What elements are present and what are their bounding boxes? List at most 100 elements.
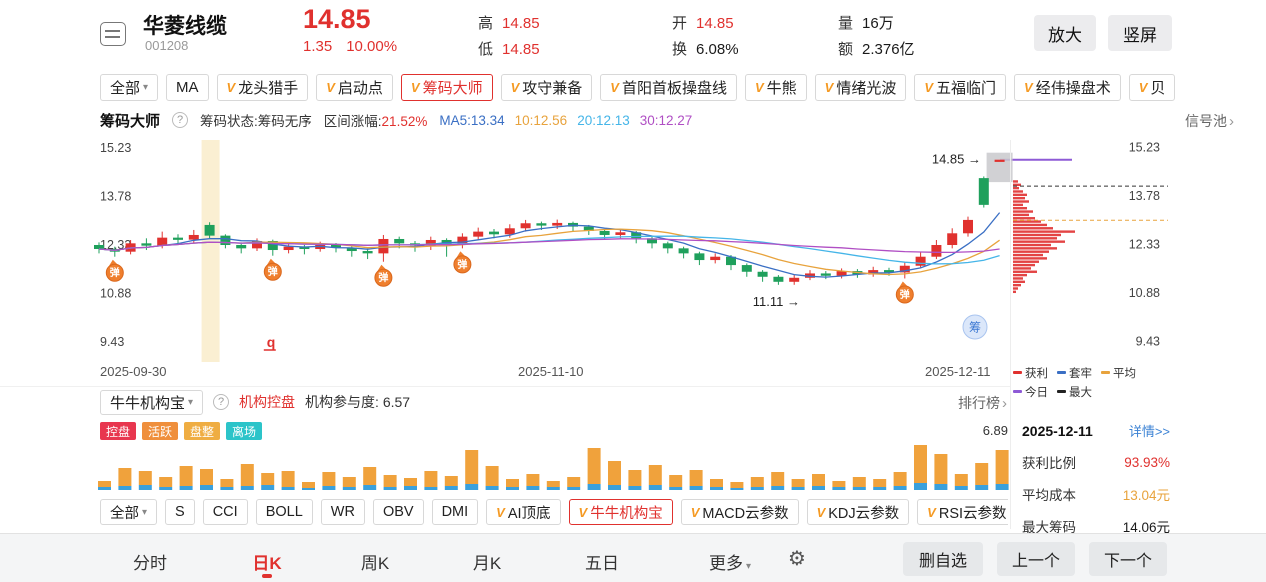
indicator-tab-11[interactable]: V RSI云参数	[917, 499, 1008, 525]
current-price: 14.85	[303, 4, 371, 34]
strategy-tab-10[interactable]: V 经伟操盘术	[1014, 74, 1121, 101]
menu-icon[interactable]	[100, 22, 126, 46]
strategy-tab-0[interactable]: 全部 ▾	[100, 74, 159, 101]
indicator-tab-10[interactable]: V KDJ云参数	[806, 499, 910, 525]
strategy-tab-6[interactable]: V 首阳首板操盘线	[600, 74, 737, 101]
vip-icon: V	[1138, 80, 1148, 95]
vip-icon: V	[754, 80, 764, 95]
tab-label: MACD云参数	[702, 505, 789, 522]
vip-icon: V	[1024, 80, 1033, 95]
strategy-tab-4[interactable]: V 筹码大师	[400, 74, 493, 101]
indicator-tab-bar: 全部 ▾ S CCI BOLL WR OBV DMI V AI顶底 V 牛牛机构宝 V MACD云参数 V K…	[100, 499, 1008, 527]
indicator-tab-8[interactable]: V 牛牛机构宝	[568, 499, 673, 525]
vip-icon: V	[410, 80, 420, 95]
help-icon[interactable]: ?	[172, 112, 189, 128]
tab-label: 启动点	[337, 80, 383, 97]
chip-distribution	[1013, 180, 1075, 294]
bottom-tab-3[interactable]: 月K	[472, 554, 502, 573]
tab-label: KDJ云参数	[828, 505, 900, 522]
strategy-tab-8[interactable]: V 情绪光波	[814, 74, 907, 101]
institution-chart[interactable]	[0, 441, 1266, 494]
svg-text:筹: 筹	[969, 321, 981, 335]
tab-label: CCI	[212, 504, 238, 520]
tab-label: 筹码大师	[422, 80, 483, 97]
indicator-tab-0[interactable]: 全部 ▾	[100, 499, 158, 525]
rank-label: 排行榜	[958, 395, 1000, 411]
next-button[interactable]: 下一个	[1089, 542, 1167, 576]
rank-link[interactable]: 排行榜 ›	[935, 393, 1007, 413]
tab-label: 五福临门	[936, 80, 997, 97]
strategy-tab-3[interactable]: V 启动点	[316, 74, 393, 101]
candles	[94, 159, 1005, 285]
legend-item: 套牢	[1057, 365, 1092, 381]
gear-icon[interactable]: ⚙	[788, 548, 806, 570]
tab-label: 情绪光波	[836, 80, 897, 97]
previous-button[interactable]: 上一个	[997, 542, 1075, 576]
svg-text:15.23: 15.23	[100, 141, 131, 155]
vip-icon: V	[824, 80, 834, 95]
bottom-tab-2[interactable]: 周K	[360, 554, 390, 573]
vip-icon: V	[326, 80, 335, 95]
more-menu[interactable]: 更多 ▾	[708, 554, 752, 573]
tab-label: BOLL	[265, 504, 303, 520]
x-axis-label-mid: 2025-11-10	[518, 364, 584, 379]
header-stat-5: 额 2.376亿	[838, 41, 915, 58]
chevron-down-icon: ▾	[745, 561, 752, 572]
indicator-tab-6[interactable]: DMI	[431, 499, 479, 525]
indicator-tab-4[interactable]: WR	[320, 499, 365, 525]
chevron-right-icon: ›	[1229, 112, 1234, 130]
svg-text:13.78: 13.78	[1129, 189, 1160, 203]
ma-value-2: 20:12.13	[577, 112, 630, 128]
ma-line-10	[98, 228, 1000, 276]
indicator-tab-1[interactable]: S	[165, 499, 195, 525]
indicator-tab-2[interactable]: CCI	[202, 499, 248, 525]
x-axis-label-end: 2025-12-11	[925, 364, 991, 379]
tab-label: 首阳首板操盘线	[621, 80, 727, 97]
header-stat-2: 开 14.85	[672, 15, 734, 32]
institution-selector[interactable]: 牛牛机构宝 ▾	[100, 389, 204, 415]
institution-current-value: 6.89	[982, 423, 1008, 438]
legend-item: 最大	[1057, 384, 1092, 400]
tab-label: 全部	[110, 505, 139, 522]
detail-link[interactable]: 详情>>	[1128, 424, 1170, 439]
signal-pool-link[interactable]: 信号池 ›	[1185, 111, 1234, 131]
strategy-tab-1[interactable]: MA	[166, 74, 209, 101]
current-candle-box	[986, 152, 1013, 183]
indicator-tab-3[interactable]: BOLL	[255, 499, 313, 525]
chevron-down-icon: ▾	[143, 82, 149, 93]
strategy-tab-2[interactable]: V 龙头猎手	[216, 74, 309, 101]
strategy-tab-7[interactable]: V 牛熊	[744, 74, 807, 101]
portrait-button[interactable]: 竖屏	[1108, 15, 1172, 51]
tab-label: 牛熊	[766, 80, 797, 97]
help-icon[interactable]: ?	[213, 394, 230, 410]
chip-badge[interactable]: 筹	[962, 314, 988, 340]
detail-row-2: 最大筹码 14.06元	[1022, 520, 1170, 535]
header-stat-3: 换 6.08%	[672, 41, 739, 58]
detail-row-0: 获利比例 93.93%	[1022, 454, 1170, 472]
bottom-tab-1[interactable]: 日K	[252, 554, 282, 573]
tab-label: 贝	[1150, 80, 1166, 97]
chip-master-info-row: 筹码大师 ? 筹码状态:筹码无序 区间涨幅:21.52% MA5:13.34 10…	[100, 109, 692, 131]
header-stat-4: 量 16万	[838, 15, 894, 32]
header-stat-1: 低 14.85	[478, 41, 540, 58]
y-axis-labels-right: 15.23 13.78 12.33 10.88 9.43	[1129, 141, 1160, 349]
tab-label: 牛牛机构宝	[590, 505, 663, 522]
legend-dash-icon	[1057, 371, 1066, 374]
delete-watchlist-button[interactable]: 删自选	[903, 542, 983, 576]
bottom-tab-0[interactable]: 分时	[133, 554, 167, 573]
tab-label: 攻守兼备	[522, 80, 583, 97]
strategy-tab-5[interactable]: V 攻守兼备	[500, 74, 593, 101]
indicator-tab-5[interactable]: OBV	[372, 499, 424, 525]
vip-icon: V	[816, 504, 826, 520]
strategy-tab-9[interactable]: V 五福临门	[914, 74, 1007, 101]
bottom-tab-4[interactable]: 五日	[585, 554, 619, 573]
chevron-down-icon: ▾	[188, 396, 194, 408]
zoom-button[interactable]: 放大	[1034, 15, 1096, 51]
indicator-tab-9[interactable]: V MACD云参数	[680, 499, 799, 525]
indicator-tab-7[interactable]: V AI顶底	[486, 499, 561, 525]
vertical-divider	[1010, 140, 1011, 529]
signal-pool-label: 信号池	[1185, 113, 1227, 129]
